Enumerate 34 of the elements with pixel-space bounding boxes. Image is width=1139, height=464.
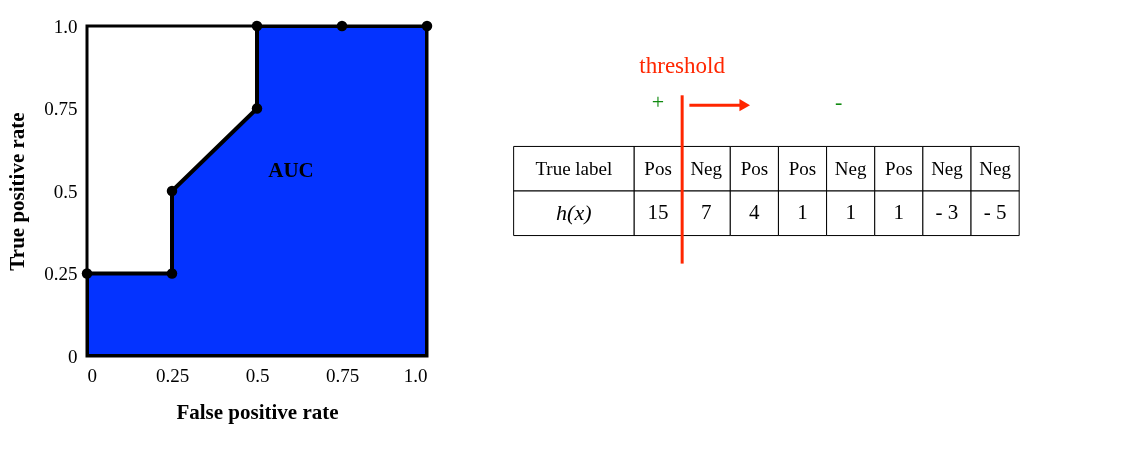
category-label: Pos bbox=[644, 157, 672, 179]
x-tick-label: 1.0 bbox=[403, 364, 428, 386]
category-label: Pos bbox=[740, 157, 769, 179]
text: - 3 bbox=[935, 200, 959, 225]
category-label: Neg bbox=[834, 157, 867, 179]
text: 1 bbox=[845, 200, 856, 225]
annotation: AUC bbox=[268, 158, 314, 183]
text: 4 bbox=[749, 200, 760, 225]
text: + bbox=[651, 88, 665, 114]
x-tick-label: 0 bbox=[87, 364, 97, 386]
y-tick-label: 1.0 bbox=[53, 15, 78, 37]
y-tick-label: 0.75 bbox=[44, 98, 78, 119]
text: threshold bbox=[639, 52, 725, 78]
text: 15 bbox=[647, 200, 669, 225]
text: True label bbox=[535, 157, 613, 179]
y-tick-label: 0.25 bbox=[44, 263, 78, 284]
text: - bbox=[834, 88, 843, 114]
category-label: Neg bbox=[690, 157, 723, 179]
y-axis-title: True positive rate bbox=[5, 112, 30, 271]
x-tick-label: 0.25 bbox=[155, 364, 190, 386]
category-label: Neg bbox=[931, 157, 964, 179]
x-axis-title: False positive rate bbox=[176, 399, 339, 424]
text: - 5 bbox=[983, 200, 1007, 225]
x-tick-label: 0.75 bbox=[325, 364, 360, 386]
text: 7 bbox=[700, 200, 712, 225]
text: h(x) bbox=[556, 200, 592, 226]
text: 1 bbox=[797, 200, 808, 225]
category-label: Pos bbox=[885, 157, 913, 179]
text: 1 bbox=[893, 200, 905, 225]
y-tick-label: 0 bbox=[68, 345, 78, 367]
y-tick-label: 0.5 bbox=[53, 180, 78, 202]
x-tick-label: 0.5 bbox=[245, 364, 270, 386]
category-label: Pos bbox=[788, 157, 817, 179]
category-label: Neg bbox=[979, 157, 1012, 179]
